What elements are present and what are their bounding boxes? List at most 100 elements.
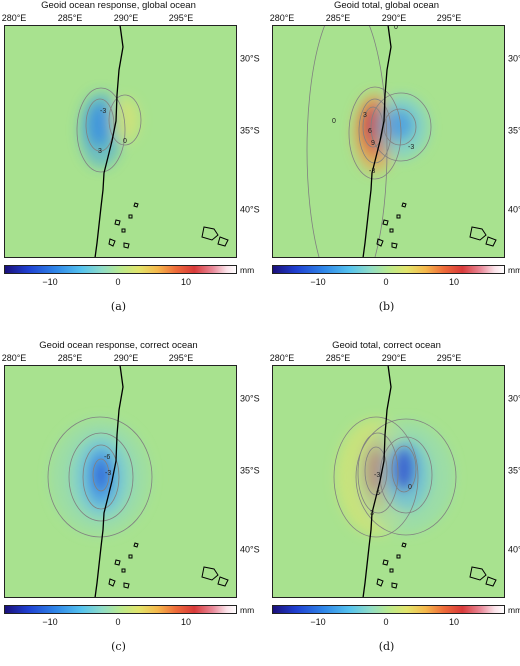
coastline <box>94 365 124 598</box>
contour-label: 0 <box>408 484 412 491</box>
contour-line <box>92 458 110 492</box>
latitude-tick-label: 40°S <box>240 204 260 215</box>
panel-caption: (d) <box>378 640 395 653</box>
island-outline <box>128 214 133 219</box>
latitude-tick-label: 40°S <box>508 544 520 555</box>
contour-line <box>47 416 153 538</box>
geoid-map: -6 -3 <box>4 365 237 598</box>
panel-caption: (b) <box>378 300 395 313</box>
figure-panel: Geoid ocean response, correct ocean 280°E… <box>0 340 260 666</box>
map-frame <box>4 365 237 598</box>
geoid-map: 3 6 -3 0 <box>272 365 505 598</box>
island-outline <box>114 559 121 566</box>
panel-title: Geoid total, correct ocean <box>332 340 441 351</box>
longitude-tick-label: 290°E <box>381 353 407 363</box>
colorbar-tick-label: −10 <box>310 277 326 287</box>
latitude-tick-label: 40°S <box>240 544 260 555</box>
colorbar <box>272 605 505 614</box>
geoid-map: 0 0 3 6 9 -3 -3 <box>272 25 505 258</box>
contour-label: 6 <box>368 128 372 135</box>
contour-line <box>348 86 402 180</box>
panel-title: Geoid ocean response, global ocean <box>41 0 196 11</box>
anomaly-field <box>88 103 110 147</box>
island-outline <box>123 242 130 249</box>
island-outline <box>389 228 394 233</box>
contour-label: -3 <box>408 144 414 151</box>
colorbar-tick-label: 0 <box>383 277 389 287</box>
colorbar-tick-label: 10 <box>448 277 460 287</box>
panel-caption: (c) <box>111 640 126 653</box>
contour-label: -3 <box>100 108 106 115</box>
contour-line <box>306 25 388 258</box>
colorbar <box>4 265 237 274</box>
colorbar-tick-label: −10 <box>42 617 58 627</box>
longitude-tick-label: 290°E <box>113 353 139 363</box>
contour-line <box>85 98 115 152</box>
contour-label: -3 <box>369 168 375 175</box>
panel-title: Geoid ocean response, correct ocean <box>39 340 198 351</box>
island-outline <box>114 219 121 226</box>
longitude-tick-label: 290°E <box>113 13 139 23</box>
anomaly-field <box>94 459 108 491</box>
colorbar-tick-label: 0 <box>115 617 121 627</box>
colorbar-unit: mm <box>508 265 520 275</box>
island-outline <box>485 576 497 587</box>
longitude-tick-label: 295°E <box>436 353 462 363</box>
contour-line <box>379 436 433 514</box>
contour-line <box>82 444 120 510</box>
latitude-tick-label: 35°S <box>508 125 520 136</box>
island-outline <box>376 578 384 587</box>
island-outline <box>382 559 389 566</box>
longitude-tick-label: 280°E <box>269 353 295 363</box>
island-outline <box>201 226 219 241</box>
colorbar-unit: mm <box>240 605 255 615</box>
island-outline <box>217 576 229 587</box>
contour-line <box>108 94 142 146</box>
contour-label: 3 <box>363 112 367 119</box>
contour-label: -3 <box>105 470 111 477</box>
colorbar <box>4 605 237 614</box>
island-outline <box>382 219 389 226</box>
contour-label: -6 <box>104 454 110 461</box>
contour-label: 0 <box>123 138 127 145</box>
colorbar-tick-label: 10 <box>448 617 460 627</box>
latitude-tick-label: 35°S <box>240 125 260 136</box>
contour-label: 0 <box>394 25 398 31</box>
figure-panel: Geoid total, global ocean 280°E 285°E 290°E… <box>268 0 520 326</box>
longitude-tick-label: 280°E <box>269 13 295 23</box>
island-outline <box>201 566 219 581</box>
colorbar-tick-label: 0 <box>115 277 121 287</box>
latitude-tick-label: 30°S <box>240 393 260 404</box>
coastline <box>94 25 124 258</box>
longitude-tick-label: 285°E <box>57 13 83 23</box>
longitude-tick-label: 290°E <box>381 13 407 23</box>
colorbar <box>272 265 505 274</box>
latitude-tick-label: 30°S <box>508 393 520 404</box>
contour-label: 0 <box>332 118 336 125</box>
island-outline <box>108 238 116 247</box>
map-frame <box>272 365 505 598</box>
colorbar-tick-label: −10 <box>310 617 326 627</box>
contour-label: -3 <box>374 472 380 479</box>
island-outline <box>391 582 398 589</box>
longitude-tick-label: 295°E <box>436 13 462 23</box>
contour-line <box>76 87 126 173</box>
contour-line <box>333 416 419 538</box>
figure-panel: Geoid total, correct ocean 280°E 285°E 290°… <box>268 340 520 666</box>
island-outline <box>485 236 497 247</box>
contour-label: 6 <box>376 490 380 497</box>
contour-label: 3 <box>370 510 374 517</box>
island-outline <box>376 238 384 247</box>
island-outline <box>389 568 394 573</box>
island-outline <box>401 542 407 548</box>
latitude-tick-label: 40°S <box>508 204 520 215</box>
panel-caption: (a) <box>110 300 127 313</box>
longitude-tick-label: 295°E <box>168 13 194 23</box>
island-outline <box>396 214 401 219</box>
island-outline <box>401 202 407 208</box>
island-outline <box>396 554 401 559</box>
longitude-tick-label: 285°E <box>57 353 83 363</box>
island-outline <box>469 226 487 241</box>
island-outline <box>391 242 398 249</box>
colorbar-unit: mm <box>240 265 255 275</box>
